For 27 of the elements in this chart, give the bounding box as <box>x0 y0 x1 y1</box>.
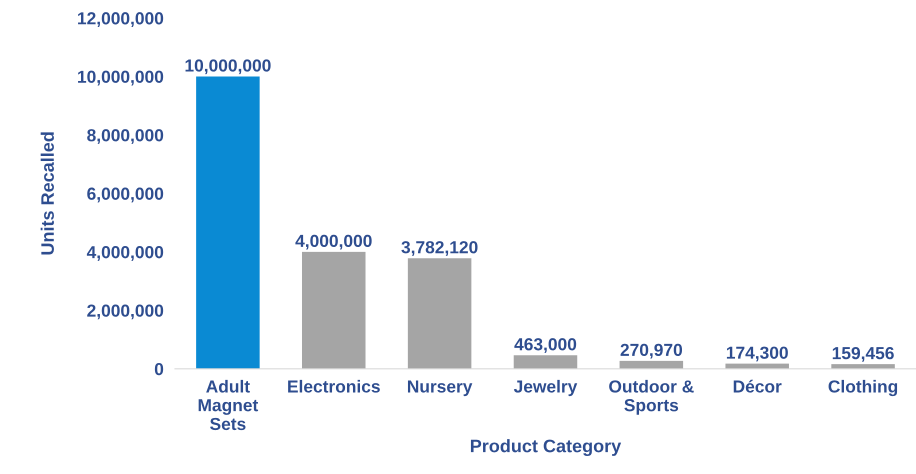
y-tick-label: 4,000,000 <box>86 246 164 261</box>
data-label: 174,300 <box>726 346 788 362</box>
x-tick-label: Nursery <box>408 380 472 396</box>
data-label: 463,000 <box>514 338 576 353</box>
x-axis-title: Product Category <box>470 439 622 456</box>
y-tick-label: 12,000,000 <box>78 12 164 27</box>
bar <box>302 252 366 369</box>
y-tick-label: 2,000,000 <box>87 304 164 320</box>
y-tick-label: 8,000,000 <box>87 129 164 144</box>
y-axis-title: Units Recalled <box>40 132 54 255</box>
y-tick-label: 10,000,000 <box>78 70 164 86</box>
data-label: 3,782,120 <box>401 241 478 256</box>
data-label: 270,970 <box>620 344 682 359</box>
y-tick-label: 0 <box>154 362 164 376</box>
x-tick-label: Décor <box>734 380 782 393</box>
x-tick-label: Jewelry <box>514 380 578 396</box>
data-label: 4,000,000 <box>295 234 372 250</box>
bar <box>408 258 472 369</box>
data-label: 10,000,000 <box>186 59 271 74</box>
y-tick-label: 6,000,000 <box>87 188 164 202</box>
x-tick-label: Clothing <box>828 380 898 396</box>
data-label: 159,456 <box>832 346 894 362</box>
x-tick-label: Adult Magnet Sets <box>198 380 258 430</box>
x-tick-label: Electronics <box>288 380 380 393</box>
bar <box>514 355 578 369</box>
bar <box>196 76 260 369</box>
x-tick-label: Outdoor & Sports <box>609 380 694 415</box>
